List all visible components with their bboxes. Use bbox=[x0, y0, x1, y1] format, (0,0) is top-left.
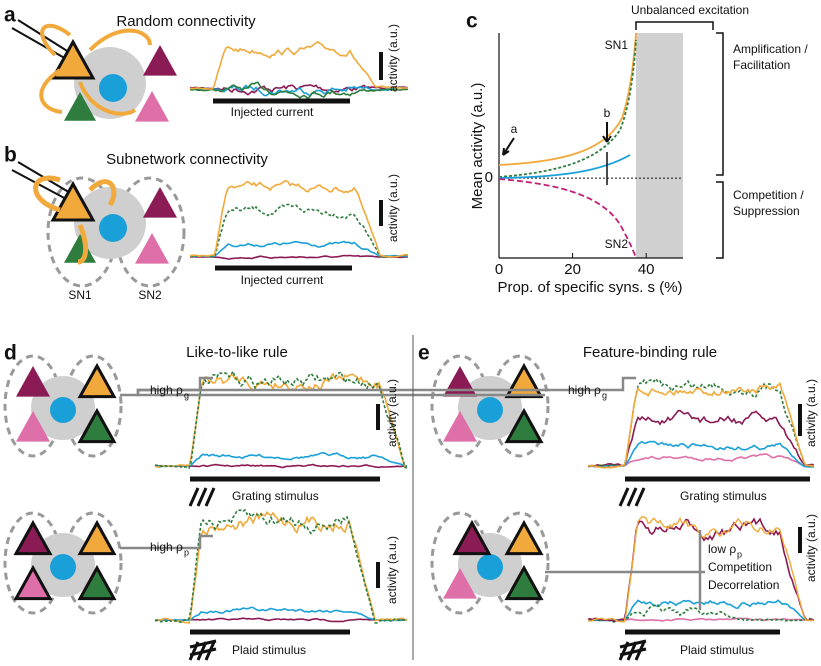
annotation: Facilitation bbox=[733, 58, 790, 72]
x-label: Injected current bbox=[231, 105, 314, 119]
panel-label: b bbox=[4, 144, 17, 167]
panel-label: a bbox=[4, 4, 16, 27]
group-label: SN1 bbox=[68, 288, 92, 302]
neuron bbox=[443, 366, 477, 397]
trace bbox=[155, 512, 407, 623]
corr-label: high ρ bbox=[150, 540, 183, 554]
trace bbox=[190, 181, 408, 257]
trace bbox=[190, 42, 408, 89]
curve bbox=[499, 33, 636, 165]
inhibitory-neuron bbox=[99, 74, 127, 102]
y-label: activity (a.u.) bbox=[804, 514, 818, 582]
connector bbox=[545, 530, 705, 610]
region-label: Unbalanced excitation bbox=[631, 3, 749, 17]
x-label: Injected current bbox=[241, 273, 324, 287]
inhibitory-neuron bbox=[50, 397, 76, 423]
stimulus-label: Plaid stimulus bbox=[680, 643, 754, 657]
trace bbox=[155, 607, 407, 620]
grating-icon bbox=[206, 488, 214, 506]
corr-sub: p bbox=[737, 549, 742, 559]
neuron bbox=[80, 523, 114, 554]
panel-title: Feature-binding rule bbox=[583, 344, 717, 361]
grating-icon bbox=[628, 488, 636, 506]
y-label: activity (a.u.) bbox=[385, 536, 399, 604]
panel-title: Subnetwork connectivity bbox=[106, 151, 268, 168]
y-label: activity (a.u.) bbox=[804, 379, 818, 447]
group-label: SN2 bbox=[138, 288, 162, 302]
neuron bbox=[16, 523, 50, 554]
panel-title: Like-to-like rule bbox=[186, 344, 288, 361]
trace bbox=[588, 411, 814, 467]
trace bbox=[155, 453, 407, 467]
trace bbox=[588, 442, 814, 468]
panel-label: d bbox=[4, 342, 17, 365]
panel-label: e bbox=[418, 342, 430, 365]
x-axis-label: Prop. of specific syns. s (%) bbox=[497, 279, 682, 296]
inhibitory-neuron bbox=[477, 397, 503, 423]
marker-label: b bbox=[604, 106, 611, 120]
marker-arrow bbox=[603, 122, 611, 142]
inhibitory-neuron bbox=[50, 554, 76, 580]
grating-icon bbox=[198, 488, 206, 506]
grating-icon bbox=[636, 488, 644, 506]
y-label: activity (a.u.) bbox=[386, 174, 400, 242]
annotation: Competition / bbox=[733, 188, 804, 202]
neuron bbox=[143, 45, 177, 76]
corr-label: high ρ bbox=[150, 383, 183, 397]
grating-icon bbox=[190, 488, 198, 506]
marker-arrow bbox=[503, 138, 514, 155]
trace bbox=[190, 242, 408, 257]
trace bbox=[190, 255, 408, 259]
bracket bbox=[716, 182, 723, 258]
stimulus-label: Plaid stimulus bbox=[232, 643, 306, 657]
trace bbox=[155, 465, 407, 468]
stimulus-label: Grating stimulus bbox=[680, 489, 767, 503]
corr-label: low ρ bbox=[708, 542, 736, 556]
neuron bbox=[80, 366, 114, 397]
y-label: activity (a.u.) bbox=[385, 379, 399, 447]
note: Decorrelation bbox=[708, 578, 779, 592]
panel-label: c bbox=[466, 10, 478, 33]
panel-title: Random connectivity bbox=[116, 13, 256, 30]
corr-label: high ρ bbox=[568, 383, 601, 397]
bracket bbox=[716, 33, 723, 175]
trace bbox=[588, 454, 814, 466]
corr-sub: g bbox=[184, 390, 189, 400]
grating-icon bbox=[620, 488, 628, 506]
bracket bbox=[636, 22, 713, 30]
neuron bbox=[143, 187, 177, 218]
annotation: Suppression bbox=[733, 204, 800, 218]
layout: 020400 bbox=[5, 20, 814, 660]
y-label: activity (a.u.) bbox=[386, 24, 400, 92]
corr-sub: p bbox=[184, 547, 189, 557]
x-tick-label: 20 bbox=[564, 261, 581, 278]
neuron bbox=[16, 366, 50, 397]
x-tick-label: 40 bbox=[638, 261, 655, 278]
y-axis-label: Mean activity (a.u.) bbox=[469, 83, 486, 210]
projection bbox=[90, 31, 150, 50]
curve-label: SN2 bbox=[605, 237, 629, 251]
trace bbox=[190, 82, 408, 98]
x-tick-label: 0 bbox=[495, 261, 503, 278]
note: Competition bbox=[708, 560, 772, 574]
unbalanced-region bbox=[636, 33, 683, 258]
inhibitory-neuron bbox=[99, 214, 127, 242]
figure: 020400 a Random connectivity activity (a… bbox=[0, 0, 821, 666]
trace bbox=[155, 510, 407, 623]
neuron bbox=[507, 366, 541, 397]
annotation: Amplification / bbox=[733, 42, 808, 56]
curve-label: SN1 bbox=[605, 38, 629, 52]
corr-sub: g bbox=[602, 390, 607, 400]
marker-label: a bbox=[511, 122, 518, 136]
neuron bbox=[507, 523, 541, 554]
inhibitory-neuron bbox=[477, 554, 503, 580]
stimulus-label: Grating stimulus bbox=[232, 489, 319, 503]
trace bbox=[588, 379, 814, 467]
